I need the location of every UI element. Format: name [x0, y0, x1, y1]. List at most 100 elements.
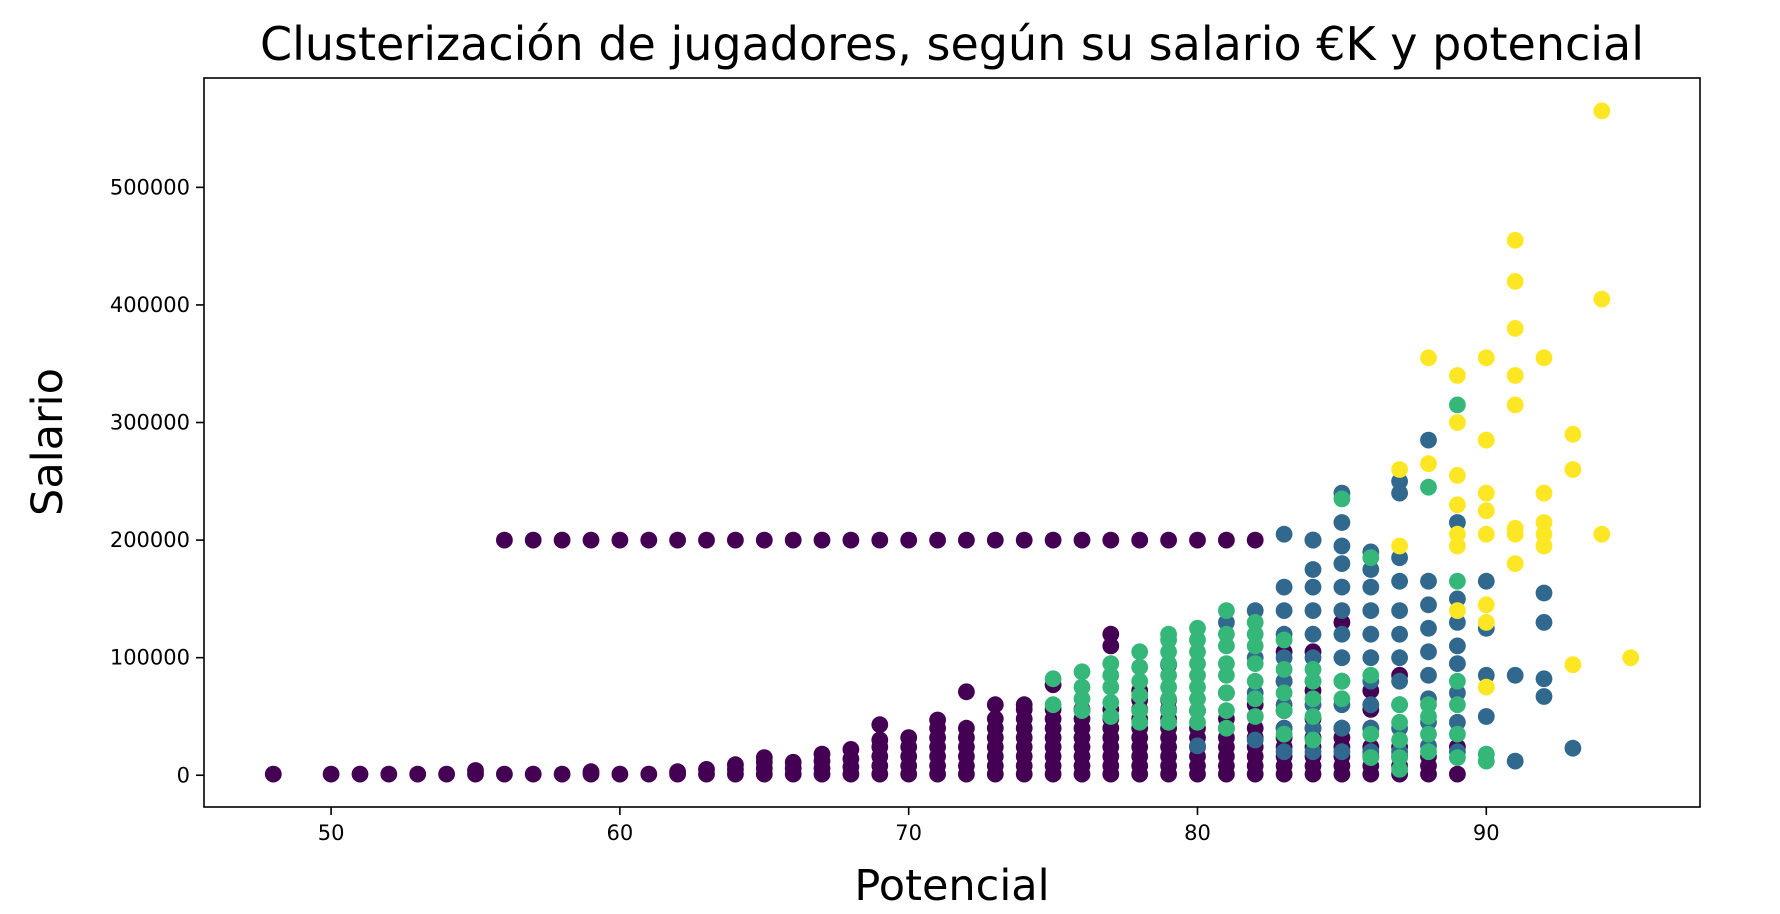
data-point: [1449, 396, 1466, 414]
data-point: [1449, 696, 1466, 714]
data-point: [1218, 702, 1235, 719]
data-point: [1477, 745, 1495, 763]
data-point: [1477, 596, 1495, 614]
data-point: [1246, 672, 1264, 690]
data-point: [1333, 625, 1351, 643]
data-point: [553, 531, 571, 549]
data-point: [1449, 637, 1466, 655]
x-tick-label: 60: [607, 821, 634, 845]
data-point: [1333, 719, 1351, 737]
data-point: [755, 749, 773, 766]
data-point: [1333, 602, 1351, 619]
data-point: [1391, 761, 1408, 778]
data-point: [1391, 572, 1408, 590]
data-point: [1535, 484, 1553, 502]
data-point: [496, 531, 513, 549]
data-point: [669, 531, 686, 549]
data-point: [958, 683, 975, 701]
data-point: [1160, 625, 1177, 643]
data-point: [1506, 666, 1524, 684]
y-axis-title: Salario: [23, 368, 73, 516]
data-point: [784, 531, 802, 549]
data-point: [1333, 578, 1351, 596]
data-point: [1420, 596, 1437, 614]
data-point: [1246, 655, 1264, 672]
data-point: [1304, 719, 1322, 737]
data-point: [1131, 643, 1149, 661]
data-point: [1477, 666, 1495, 684]
data-point: [467, 762, 484, 779]
data-point: [1304, 625, 1322, 643]
data-point: [1449, 684, 1466, 702]
data-point: [351, 765, 369, 783]
data-point: [496, 765, 513, 783]
data-point: [1131, 672, 1149, 690]
data-point: [1160, 643, 1177, 661]
data-point: [1275, 649, 1293, 667]
data-point: [1391, 537, 1408, 555]
data-point: [1131, 531, 1149, 549]
data-point: [1275, 684, 1293, 702]
x-tick-label: 90: [1473, 821, 1500, 845]
data-point: [1015, 696, 1033, 714]
data-point: [1304, 649, 1322, 667]
data-point: [1535, 688, 1553, 705]
y-tick-label: 500000: [110, 175, 190, 199]
data-point: [1044, 696, 1062, 714]
data-point: [1420, 643, 1437, 661]
data-point: [553, 765, 571, 783]
data-point: [1189, 702, 1206, 719]
data-point: [1477, 525, 1495, 543]
data-point: [1275, 725, 1293, 743]
y-tick-label: 100000: [110, 646, 190, 670]
data-point: [438, 765, 455, 783]
data-point: [1044, 531, 1062, 549]
data-point: [1449, 467, 1466, 484]
data-point: [1131, 713, 1149, 731]
data-point: [1333, 537, 1351, 555]
x-tick-label: 80: [1184, 821, 1211, 845]
data-point: [1189, 666, 1206, 684]
data-point: [1449, 749, 1466, 766]
data-point: [1420, 725, 1437, 743]
data-point: [611, 531, 629, 549]
data-point: [1246, 731, 1264, 749]
data-point: [1564, 425, 1582, 443]
data-point: [1535, 670, 1553, 688]
data-point: [1362, 625, 1380, 643]
data-point: [1449, 367, 1466, 384]
data-point: [1391, 625, 1408, 643]
data-point: [1449, 614, 1466, 631]
data-point: [524, 531, 542, 549]
data-point: [582, 531, 600, 549]
data-point: [1218, 666, 1235, 684]
data-point: [1391, 749, 1408, 766]
data-point: [1131, 658, 1149, 676]
data-point: [698, 531, 715, 549]
data-point: [1391, 731, 1408, 749]
data-point: [582, 763, 600, 781]
data-point: [1420, 708, 1437, 725]
data-point: [1015, 531, 1033, 549]
data-point: [1246, 625, 1264, 643]
data-point: [1362, 602, 1380, 619]
data-point: [871, 531, 889, 549]
data-point: [813, 531, 831, 549]
data-point: [1073, 663, 1091, 681]
data-point: [1275, 525, 1293, 543]
data-point: [1362, 578, 1380, 596]
data-point: [1420, 619, 1437, 637]
data-point: [1275, 631, 1293, 649]
data-point: [1333, 614, 1351, 631]
data-point: [1189, 713, 1206, 731]
data-point: [1391, 602, 1408, 619]
data-point: [1391, 461, 1408, 478]
data-point: [1333, 690, 1351, 708]
data-point: [1160, 713, 1177, 731]
data-point: [1246, 719, 1264, 737]
data-point: [1564, 656, 1582, 674]
data-point: [1593, 290, 1611, 308]
data-point: [1246, 602, 1264, 619]
data-point: [900, 531, 918, 549]
data-point: [1506, 273, 1524, 290]
